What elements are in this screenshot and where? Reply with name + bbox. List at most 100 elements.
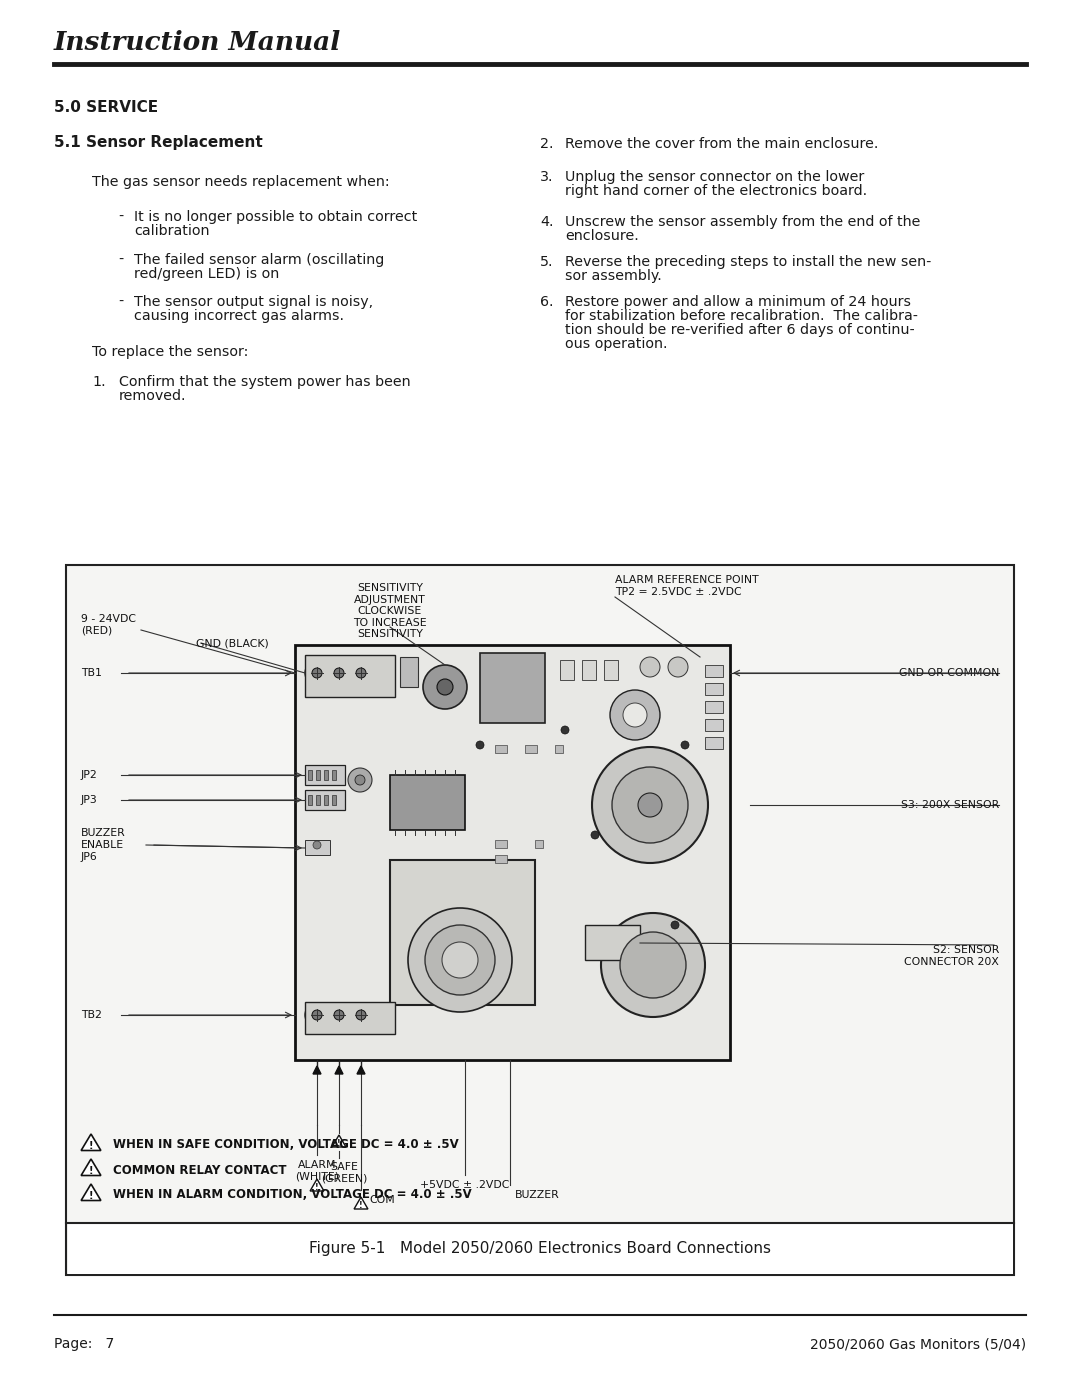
Circle shape bbox=[313, 841, 321, 849]
Text: BUZZER: BUZZER bbox=[515, 1190, 559, 1200]
Text: SAFE
(GREEN): SAFE (GREEN) bbox=[321, 1162, 367, 1183]
Text: red/green LED) is on: red/green LED) is on bbox=[134, 267, 280, 281]
Circle shape bbox=[442, 942, 478, 978]
Text: WHEN IN SAFE CONDITION, VOLTAGE DC = 4.0 ± .5V: WHEN IN SAFE CONDITION, VOLTAGE DC = 4.0… bbox=[113, 1139, 459, 1151]
Text: Unscrew the sensor assembly from the end of the: Unscrew the sensor assembly from the end… bbox=[565, 215, 920, 229]
Text: COMMON RELAY CONTACT: COMMON RELAY CONTACT bbox=[113, 1164, 286, 1176]
Text: Unplug the sensor connector on the lower: Unplug the sensor connector on the lower bbox=[565, 170, 864, 184]
Circle shape bbox=[591, 831, 599, 840]
Circle shape bbox=[355, 775, 365, 785]
Text: removed.: removed. bbox=[119, 388, 187, 402]
Polygon shape bbox=[324, 770, 328, 780]
Circle shape bbox=[426, 925, 495, 995]
Polygon shape bbox=[582, 659, 596, 680]
Text: BUZZER
ENABLE
JP6: BUZZER ENABLE JP6 bbox=[81, 828, 125, 862]
Polygon shape bbox=[535, 840, 543, 848]
Circle shape bbox=[592, 747, 708, 863]
Circle shape bbox=[408, 908, 512, 1011]
Circle shape bbox=[349, 661, 373, 685]
Text: +5VDC ± .2VDC: +5VDC ± .2VDC bbox=[420, 1180, 510, 1190]
Polygon shape bbox=[316, 770, 320, 780]
Circle shape bbox=[423, 665, 467, 710]
Polygon shape bbox=[480, 652, 545, 724]
Text: Remove the cover from the main enclosure.: Remove the cover from the main enclosure… bbox=[565, 137, 878, 151]
Text: The gas sensor needs replacement when:: The gas sensor needs replacement when: bbox=[92, 175, 390, 189]
Text: Restore power and allow a minimum of 24 hours: Restore power and allow a minimum of 24 … bbox=[565, 295, 912, 309]
Polygon shape bbox=[705, 683, 723, 694]
Circle shape bbox=[305, 1003, 329, 1027]
Circle shape bbox=[349, 1003, 373, 1027]
Polygon shape bbox=[335, 1066, 343, 1074]
Text: right hand corner of the electronics board.: right hand corner of the electronics boa… bbox=[565, 184, 867, 198]
Polygon shape bbox=[305, 789, 345, 810]
Circle shape bbox=[327, 661, 351, 685]
Text: The sensor output signal is noisy,: The sensor output signal is noisy, bbox=[134, 295, 373, 309]
Polygon shape bbox=[313, 1066, 321, 1074]
Text: -: - bbox=[118, 295, 123, 309]
Text: TB2: TB2 bbox=[81, 1010, 102, 1020]
Text: enclosure.: enclosure. bbox=[565, 229, 638, 243]
Polygon shape bbox=[525, 745, 537, 753]
Polygon shape bbox=[324, 795, 328, 805]
Polygon shape bbox=[308, 795, 312, 805]
Polygon shape bbox=[305, 655, 395, 697]
Text: 2050/2060 Gas Monitors (5/04): 2050/2060 Gas Monitors (5/04) bbox=[810, 1337, 1026, 1351]
Text: 5.: 5. bbox=[540, 256, 554, 270]
Polygon shape bbox=[495, 745, 507, 753]
Text: Instruction Manual: Instruction Manual bbox=[54, 29, 341, 54]
Polygon shape bbox=[705, 738, 723, 749]
Text: tion should be re-verified after 6 days of continu-: tion should be re-verified after 6 days … bbox=[565, 323, 915, 337]
Text: JP3: JP3 bbox=[81, 795, 98, 805]
Polygon shape bbox=[400, 657, 418, 687]
Polygon shape bbox=[357, 1066, 365, 1074]
Polygon shape bbox=[308, 770, 312, 780]
Polygon shape bbox=[67, 1224, 1013, 1274]
Polygon shape bbox=[305, 1002, 395, 1034]
Text: GND (BLACK): GND (BLACK) bbox=[195, 638, 269, 648]
Circle shape bbox=[312, 1010, 322, 1020]
Text: for stabilization before recalibration.  The calibra-: for stabilization before recalibration. … bbox=[565, 309, 918, 323]
Circle shape bbox=[640, 657, 660, 678]
Text: TB1: TB1 bbox=[81, 668, 102, 678]
Text: !: ! bbox=[89, 1192, 93, 1201]
Circle shape bbox=[348, 768, 372, 792]
Text: !: ! bbox=[89, 1141, 93, 1151]
Polygon shape bbox=[561, 659, 573, 680]
Text: To replace the sensor:: To replace the sensor: bbox=[92, 345, 248, 359]
Circle shape bbox=[671, 921, 679, 929]
Polygon shape bbox=[354, 1197, 368, 1208]
Text: 5.0 SERVICE: 5.0 SERVICE bbox=[54, 101, 158, 115]
Text: !: ! bbox=[89, 1166, 93, 1176]
Text: ous operation.: ous operation. bbox=[565, 337, 667, 351]
Text: Page:   7: Page: 7 bbox=[54, 1337, 114, 1351]
Polygon shape bbox=[705, 665, 723, 678]
Circle shape bbox=[334, 668, 345, 678]
Polygon shape bbox=[332, 1134, 346, 1147]
Circle shape bbox=[638, 793, 662, 817]
Text: Confirm that the system power has been: Confirm that the system power has been bbox=[119, 374, 410, 388]
Text: -: - bbox=[118, 210, 123, 224]
Text: 3.: 3. bbox=[540, 170, 554, 184]
Text: It is no longer possible to obtain correct: It is no longer possible to obtain corre… bbox=[134, 210, 417, 224]
Circle shape bbox=[612, 767, 688, 842]
Text: WHEN IN ALARM CONDITION, VOLTAGE DC = 4.0 ± .5V: WHEN IN ALARM CONDITION, VOLTAGE DC = 4.… bbox=[113, 1189, 472, 1201]
Text: GND OR COMMON: GND OR COMMON bbox=[899, 668, 999, 678]
Circle shape bbox=[305, 661, 329, 685]
Text: 6.: 6. bbox=[540, 295, 554, 309]
Polygon shape bbox=[81, 1134, 100, 1151]
Circle shape bbox=[476, 740, 484, 749]
Circle shape bbox=[327, 1003, 351, 1027]
Text: 4.: 4. bbox=[540, 215, 554, 229]
Text: causing incorrect gas alarms.: causing incorrect gas alarms. bbox=[134, 309, 345, 323]
Circle shape bbox=[356, 1010, 366, 1020]
Polygon shape bbox=[332, 795, 336, 805]
Text: SENSITIVITY
ADJUSTMENT
CLOCKWISE
TO INCREASE
SENSITIVITY: SENSITIVITY ADJUSTMENT CLOCKWISE TO INCR… bbox=[353, 583, 427, 640]
Polygon shape bbox=[305, 766, 345, 785]
Text: !: ! bbox=[337, 1140, 341, 1148]
Polygon shape bbox=[316, 795, 320, 805]
Text: 1.: 1. bbox=[92, 374, 106, 388]
Polygon shape bbox=[81, 1185, 100, 1200]
Polygon shape bbox=[310, 1179, 324, 1192]
Polygon shape bbox=[390, 861, 535, 1004]
Text: ALARM REFERENCE POINT
TP2 = 2.5VDC ± .2VDC: ALARM REFERENCE POINT TP2 = 2.5VDC ± .2V… bbox=[615, 576, 758, 597]
